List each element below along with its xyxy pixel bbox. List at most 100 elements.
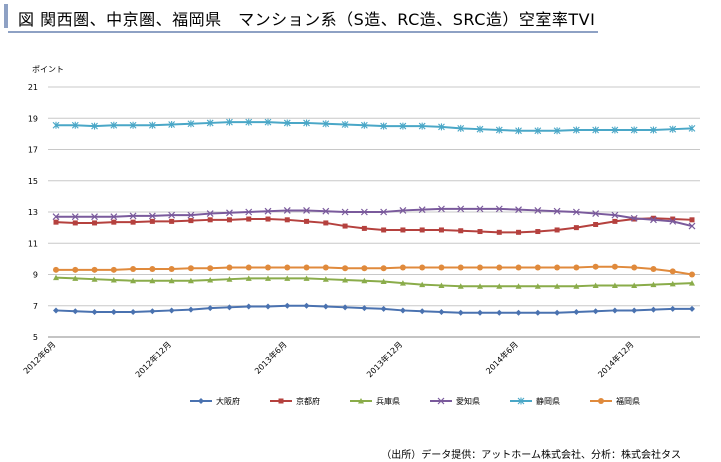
data-point [187, 265, 194, 272]
data-point [689, 217, 695, 223]
data-point [438, 282, 445, 288]
data-point [53, 266, 59, 273]
data-point [226, 304, 233, 311]
series-lines [52, 118, 696, 316]
data-point [650, 126, 657, 134]
data-point [342, 304, 349, 311]
data-point [264, 207, 272, 215]
data-point [358, 398, 364, 404]
data-point [496, 229, 502, 235]
data-point [438, 227, 444, 233]
data-point [130, 309, 137, 315]
data-point [515, 206, 522, 214]
data-point [496, 264, 503, 271]
data-point [245, 303, 252, 310]
data-point [553, 127, 561, 135]
data-point [187, 306, 194, 313]
data-point [631, 282, 638, 288]
series-line [55, 276, 693, 288]
data-point [149, 277, 156, 284]
data-point [496, 283, 503, 289]
data-point [265, 216, 271, 222]
series-x [52, 205, 696, 230]
data-point [572, 208, 580, 216]
data-point [72, 266, 79, 273]
title-underline [8, 31, 598, 33]
data-point [207, 276, 214, 283]
data-point [284, 217, 290, 223]
data-point [52, 121, 60, 129]
data-point [168, 121, 176, 128]
series-line [56, 265, 693, 276]
y-tick-label: 19 [28, 114, 38, 123]
data-point [669, 280, 676, 287]
data-point [593, 222, 599, 227]
data-point [342, 223, 348, 229]
data-point [198, 398, 204, 404]
data-point [265, 275, 271, 281]
data-point [53, 219, 59, 225]
data-point [534, 264, 541, 271]
data-point [207, 217, 213, 223]
data-point [303, 302, 310, 309]
data-point [380, 122, 388, 130]
data-point [630, 214, 638, 222]
data-point [573, 283, 580, 289]
data-point [476, 205, 484, 213]
data-point [592, 263, 599, 270]
data-point [495, 205, 503, 213]
data-point [496, 309, 503, 316]
data-point [458, 228, 464, 234]
y-tick-label: 5 [33, 333, 38, 342]
data-point [516, 229, 522, 235]
data-point [168, 307, 175, 314]
data-point [611, 307, 618, 314]
y-tick-label: 21 [28, 83, 38, 92]
data-point [303, 275, 310, 281]
data-point [361, 277, 368, 284]
data-point [477, 309, 483, 316]
series-line [56, 207, 693, 228]
data-point [361, 265, 368, 272]
series-circle [53, 263, 695, 278]
data-point [438, 123, 445, 131]
data-point [52, 213, 60, 221]
data-point [361, 225, 367, 231]
data-point [688, 222, 696, 230]
data-point [283, 119, 291, 127]
series-line [55, 217, 693, 234]
data-point [554, 283, 561, 289]
data-point [303, 119, 310, 127]
y-tick-label: 9 [33, 271, 38, 280]
data-point [91, 122, 98, 130]
data-point [91, 309, 98, 315]
title-bar: 図 関西圏、中京圏、福岡県 マンション系（S造、RC造、SRC造）空室率TVI [0, 0, 600, 33]
data-point [168, 211, 176, 219]
data-point [322, 207, 330, 215]
legend-item: 兵庫県 [350, 396, 400, 406]
x-tick-label: 2012年6月 [21, 339, 57, 375]
data-point [304, 218, 310, 224]
data-point [592, 282, 599, 288]
legend-item: 静岡県 [510, 396, 560, 406]
data-point [476, 125, 484, 133]
data-point [399, 307, 406, 314]
data-point [399, 280, 406, 286]
y-tick-label: 15 [28, 177, 38, 186]
line-chart: ポイント 5 7 9 11 13 15 17 19 21 2012年6月 2012年12月 2013… [21, 65, 700, 406]
data-point [245, 208, 253, 216]
data-point [245, 118, 253, 126]
data-point [187, 120, 195, 128]
data-point [554, 227, 560, 233]
data-point [380, 305, 387, 312]
data-point [303, 264, 310, 271]
data-point [477, 264, 483, 271]
y-tick-label: 7 [33, 302, 38, 311]
data-point [360, 208, 368, 216]
series-square [53, 215, 695, 235]
data-point [611, 211, 619, 219]
data-point [457, 264, 464, 271]
data-point [477, 283, 483, 289]
data-point [650, 281, 657, 288]
data-point [399, 264, 406, 271]
